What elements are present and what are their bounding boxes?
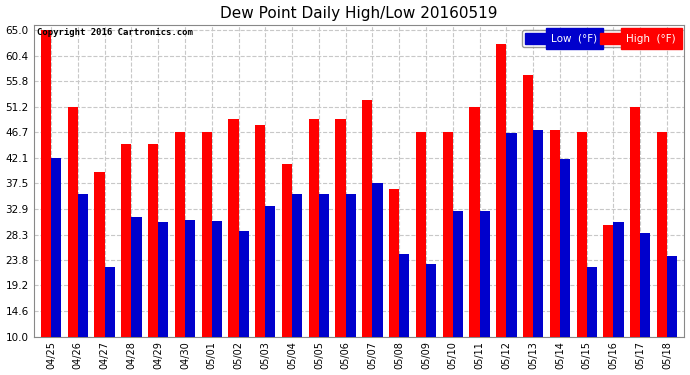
Bar: [657, 132, 667, 375]
Bar: [41, 30, 51, 375]
Bar: [506, 133, 517, 375]
Bar: [603, 225, 613, 375]
Bar: [469, 107, 480, 375]
Bar: [496, 44, 506, 375]
Bar: [201, 132, 212, 375]
Bar: [533, 130, 543, 375]
Bar: [148, 144, 158, 375]
Bar: [640, 234, 651, 375]
Bar: [362, 100, 373, 375]
Title: Dew Point Daily High/Low 20160519: Dew Point Daily High/Low 20160519: [220, 6, 497, 21]
Legend: Low  (°F), High  (°F): Low (°F), High (°F): [522, 30, 679, 47]
Bar: [95, 172, 105, 375]
Bar: [308, 119, 319, 375]
Bar: [550, 130, 560, 375]
Bar: [131, 217, 141, 375]
Text: Copyright 2016 Cartronics.com: Copyright 2016 Cartronics.com: [37, 28, 193, 37]
Bar: [282, 164, 292, 375]
Bar: [480, 211, 490, 375]
Bar: [105, 267, 115, 375]
Bar: [121, 144, 131, 375]
Bar: [453, 211, 463, 375]
Bar: [346, 194, 356, 375]
Bar: [51, 158, 61, 375]
Bar: [613, 222, 624, 375]
Bar: [335, 119, 346, 375]
Bar: [266, 206, 275, 375]
Bar: [68, 107, 78, 375]
Bar: [175, 132, 185, 375]
Bar: [389, 189, 400, 375]
Bar: [577, 132, 586, 375]
Bar: [667, 256, 677, 375]
Bar: [630, 107, 640, 375]
Bar: [212, 220, 222, 375]
Bar: [185, 219, 195, 375]
Bar: [228, 119, 239, 375]
Bar: [78, 194, 88, 375]
Bar: [255, 125, 266, 375]
Bar: [292, 194, 302, 375]
Bar: [319, 194, 329, 375]
Bar: [158, 222, 168, 375]
Bar: [239, 231, 248, 375]
Bar: [416, 132, 426, 375]
Bar: [586, 267, 597, 375]
Bar: [442, 132, 453, 375]
Bar: [560, 159, 570, 375]
Bar: [373, 183, 383, 375]
Bar: [523, 75, 533, 375]
Bar: [426, 264, 436, 375]
Bar: [400, 254, 409, 375]
